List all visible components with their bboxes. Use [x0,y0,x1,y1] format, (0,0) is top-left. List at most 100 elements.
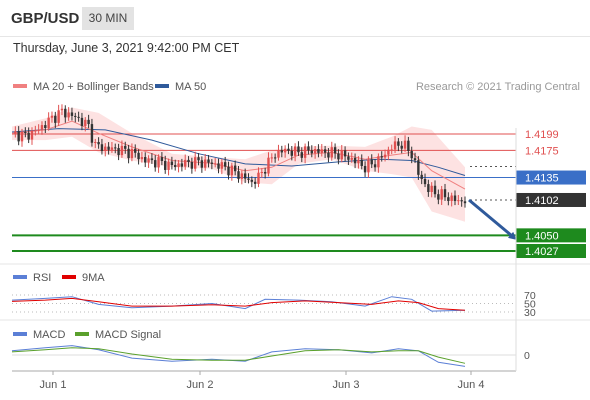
level-label-1.4050: 1.4050 [525,230,559,242]
candle [147,155,150,168]
candle-body [457,200,460,202]
candle-body [80,117,84,126]
bollinger-band-fill [12,107,465,222]
candle-body [400,145,403,149]
candle [387,146,390,161]
timestamp: Thursday, June 3, 2021 9:42:00 PM CET [13,41,240,55]
candle-body [220,162,224,169]
candle-body [247,178,250,180]
candle-body [233,165,237,172]
candle [457,195,460,206]
candle-body [170,161,174,166]
candle-body [190,161,194,169]
candle-body [260,171,264,173]
candle [460,197,463,207]
candle-body [160,157,164,161]
candle [323,145,327,159]
candle [223,156,227,171]
candle [203,154,207,171]
price-levels [12,133,516,252]
candle-body [154,160,157,168]
candle-body [330,147,333,158]
chart-header: GBP/USD 30 MIN [0,0,590,37]
level-badge-1.4102 [516,192,586,207]
candle-body [237,171,240,179]
candle [373,159,377,172]
candle [283,145,287,158]
candle [150,153,154,164]
candle [320,144,323,157]
candle [124,141,127,154]
candle-body [440,189,443,200]
candle [430,182,433,198]
candle-body [383,154,387,158]
candle [34,125,37,136]
candle-body [14,131,17,134]
candle-body [54,115,57,123]
candle-body [453,195,457,202]
candle-body [57,110,60,123]
candle-body [127,148,130,159]
candle-body [50,115,54,118]
candle-body [337,153,340,160]
candle [453,190,457,206]
candle [134,144,137,158]
candle [357,156,360,169]
candle [170,156,174,170]
candle-body [200,160,204,168]
candle-body [427,184,430,193]
candle-body [167,161,170,170]
candle-body [150,158,154,161]
rsi-ma-line [11,297,466,311]
candle [427,179,430,197]
projection [468,198,517,240]
candle-body [267,157,270,174]
timeframe-badge[interactable]: 30 MIN [82,7,134,30]
candle-body [343,150,347,157]
candle [50,111,54,123]
candle [107,142,110,155]
candle-body [297,146,300,153]
candle [267,152,270,177]
macd-tick-label: 0 [524,350,530,362]
candle-body [84,119,87,126]
candle [437,189,440,205]
x-tick-label: Jun 3 [333,379,360,391]
candle [307,141,310,155]
candle [44,120,47,134]
candle-body [30,130,34,140]
candle-body [17,131,20,142]
candle-body [97,142,100,145]
candle [160,152,164,166]
candle-body [370,159,373,165]
candle [167,158,170,176]
candle-body [227,166,230,176]
candles [14,104,467,208]
candle [350,152,353,163]
candle-body [184,159,187,167]
candle [230,162,234,181]
pair-title: GBP/USD [11,10,80,27]
candle [17,126,20,146]
candle [343,146,347,162]
candle-body [203,159,207,168]
candle-body [40,125,44,130]
candle-body [300,152,303,158]
candle-body [420,174,423,179]
candle-body [174,165,177,168]
candle [273,153,277,163]
candle-body [250,179,254,182]
credit: Research © 2021 Trading Central [416,81,580,93]
candle-body [77,116,80,118]
candle [440,185,443,205]
candle [37,124,40,134]
candle [94,138,97,149]
candle-body [333,147,337,154]
candle [260,168,264,178]
candle [110,142,114,153]
candle-body [273,157,277,159]
candle-body [310,150,313,154]
candle [263,167,267,179]
candle [60,104,64,116]
candle [423,173,427,188]
